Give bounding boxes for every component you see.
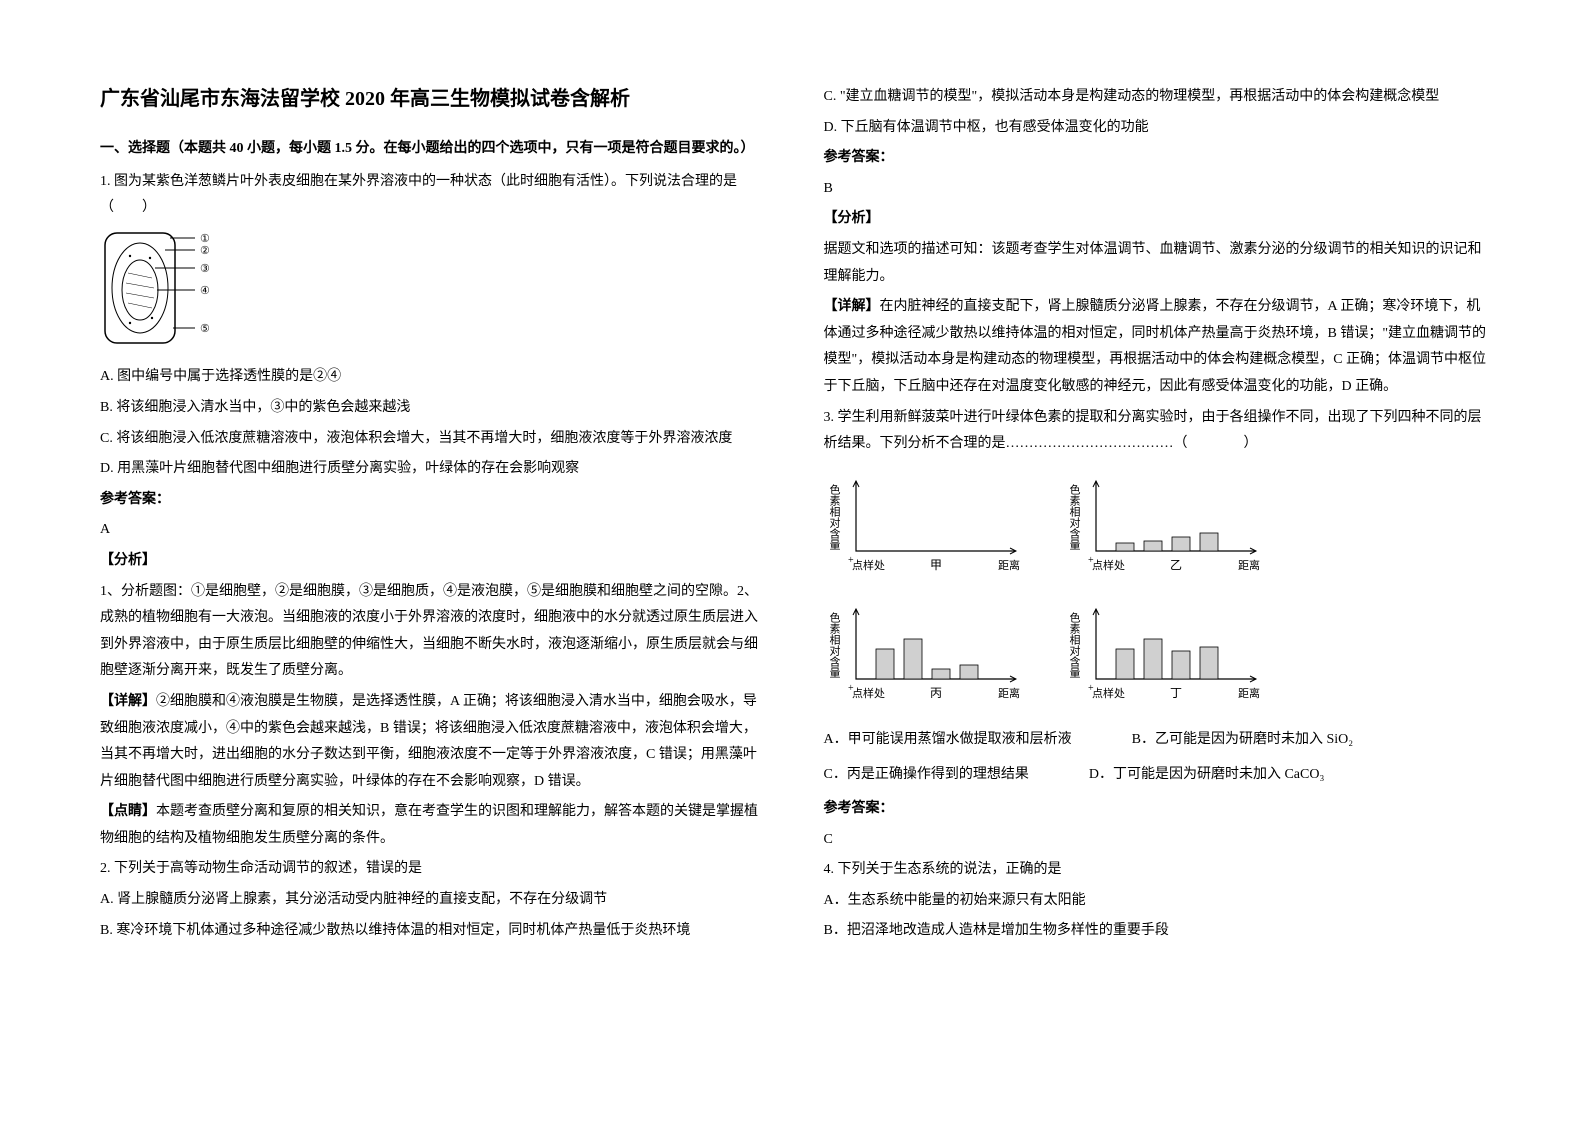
- svg-text:丙: 丙: [930, 686, 942, 700]
- q3-optD: D．丁可能是因为研磨时未加入 CaCO₃: [1089, 762, 1325, 789]
- right-column: C. "建立血糖调节的模型"，模拟活动本身是构建动态的物理模型，再根据活动中的体…: [824, 80, 1488, 949]
- q2-optB: B. 寒冷环境下机体通过多种途径减少散热以维持体温的相对恒定，同时机体产热量低于…: [100, 918, 764, 945]
- q1-answer: A: [100, 517, 764, 544]
- q1-stem: 1. 图为某紫色洋葱鳞片叶外表皮细胞在某外界溶液中的一种状态（此时细胞有活性）。…: [100, 169, 764, 222]
- q1-optA: A. 图中编号中属于选择透性膜的是②④: [100, 364, 764, 391]
- svg-text:点样处: 点样处: [852, 686, 885, 700]
- svg-text:甲: 甲: [930, 558, 942, 572]
- q2-optA: A. 肾上腺髓质分泌肾上腺素，其分泌活动受内脏神经的直接支配，不存在分级调节: [100, 887, 764, 914]
- q2-optC: C. "建立血糖调节的模型"，模拟活动本身是构建动态的物理模型，再根据活动中的体…: [824, 84, 1488, 111]
- q3-optB: B．乙可能是因为研磨时未加入 SiO₂: [1132, 727, 1354, 754]
- q3-answer-label: 参考答案：: [824, 796, 1488, 823]
- q1-optD: D. 用黑藻叶片细胞替代图中细胞进行质壁分离实验，叶绿体的存在会影响观察: [100, 456, 764, 483]
- q1-analysis-label: 【分析】: [100, 548, 764, 575]
- q1-cell-diagram: ① ② ③ ④ ⑤: [100, 228, 764, 359]
- q1-answer-label: 参考答案：: [100, 487, 764, 514]
- q2-detail: 在内脏神经的直接支配下，肾上腺髓质分泌肾上腺素，不存在分级调节，A 正确；寒冷环…: [824, 299, 1487, 394]
- svg-text:点样处: 点样处: [1092, 686, 1125, 700]
- q1-point: 本题考查质壁分离和复原的相关知识，意在考查学生的识图和理解能力，解答本题的关键是…: [100, 804, 758, 846]
- label-4: ④: [200, 285, 210, 297]
- left-column: 广东省汕尾市东海法留学校 2020 年高三生物模拟试卷含解析 一、选择题（本题共…: [100, 80, 764, 949]
- svg-text:距离: 距离: [998, 558, 1020, 572]
- q4-optB: B．把沼泽地改造成人造林是增加生物多样性的重要手段: [824, 918, 1488, 945]
- svg-text:色素相对含量: 色素相对含量: [828, 611, 841, 678]
- q2-detail-label: 【详解】: [824, 299, 880, 314]
- svg-text:距离: 距离: [1238, 686, 1260, 700]
- doc-title: 广东省汕尾市东海法留学校 2020 年高三生物模拟试卷含解析: [100, 80, 764, 118]
- q1-detail: ②细胞膜和④液泡膜是生物膜，是选择透性膜，A 正确；将该细胞浸入清水当中，细胞会…: [100, 694, 757, 789]
- q4-optA: A．生态系统中能量的初始来源只有太阳能: [824, 888, 1488, 915]
- svg-text:乙: 乙: [1170, 558, 1182, 572]
- chart-bing: 色素相对含量+点样处丙距离: [824, 594, 1024, 715]
- svg-text:色素相对含量: 色素相对含量: [1068, 611, 1081, 678]
- q3-chart-row-2: 色素相对含量+点样处丙距离 色素相对含量+点样处丁距离: [824, 594, 1488, 715]
- label-5: ⑤: [200, 323, 210, 335]
- q1-detail-label: 【详解】: [100, 694, 156, 709]
- q3-optA: A．甲可能误用蒸馏水做提取液和层析液: [824, 727, 1072, 754]
- svg-text:点样处: 点样处: [1092, 558, 1125, 572]
- q3-stem: 3. 学生利用新鲜菠菜叶进行叶绿体色素的提取和分离实验时，由于各组操作不同，出现…: [824, 405, 1488, 458]
- chart-jia: 色素相对含量+点样处甲距离: [824, 466, 1024, 587]
- label-3: ③: [200, 263, 210, 275]
- label-2: ②: [200, 245, 210, 257]
- q1-analysis1: 1、分析题图：①是细胞壁，②是细胞膜，③是细胞质，④是液泡膜，⑤是细胞膜和细胞壁…: [100, 579, 764, 685]
- chart-yi: 色素相对含量+点样处乙距离: [1064, 466, 1264, 587]
- q2-optD: D. 下丘脑有体温调节中枢，也有感受体温变化的功能: [824, 115, 1488, 142]
- q1-point-label: 【点睛】: [100, 804, 156, 819]
- section-1-head: 一、选择题（本题共 40 小题，每小题 1.5 分。在每小题给出的四个选项中，只…: [100, 136, 764, 163]
- q3-chart-row-1: 色素相对含量+点样处甲距离 色素相对含量+点样处乙距离: [824, 466, 1488, 587]
- q3-answer: C: [824, 827, 1488, 854]
- svg-text:色素相对含量: 色素相对含量: [1068, 482, 1081, 549]
- q2-analysis-label: 【分析】: [824, 206, 1488, 233]
- q1-optB: B. 将该细胞浸入清水当中，③中的紫色会越来越浅: [100, 395, 764, 422]
- q2-answer-label: 参考答案：: [824, 145, 1488, 172]
- svg-text:点样处: 点样处: [852, 558, 885, 572]
- q2-answer: B: [824, 176, 1488, 203]
- q3-optC: C．丙是正确操作得到的理想结果: [824, 762, 1029, 789]
- q4-stem: 4. 下列关于生态系统的说法，正确的是: [824, 857, 1488, 884]
- label-1: ①: [200, 233, 210, 245]
- svg-text:距离: 距离: [998, 686, 1020, 700]
- chart-ding: 色素相对含量+点样处丁距离: [1064, 594, 1264, 715]
- q2-analysis: 据题文和选项的描述可知：该题考查学生对体温调节、血糖调节、激素分泌的分级调节的相…: [824, 237, 1488, 290]
- q2-stem: 2. 下列关于高等动物生命活动调节的叙述，错误的是: [100, 856, 764, 883]
- svg-text:丁: 丁: [1170, 686, 1182, 700]
- q1-optC: C. 将该细胞浸入低浓度蔗糖溶液中，液泡体积会增大，当其不再增大时，细胞液浓度等…: [100, 426, 764, 453]
- svg-text:色素相对含量: 色素相对含量: [828, 482, 841, 549]
- svg-text:距离: 距离: [1238, 558, 1260, 572]
